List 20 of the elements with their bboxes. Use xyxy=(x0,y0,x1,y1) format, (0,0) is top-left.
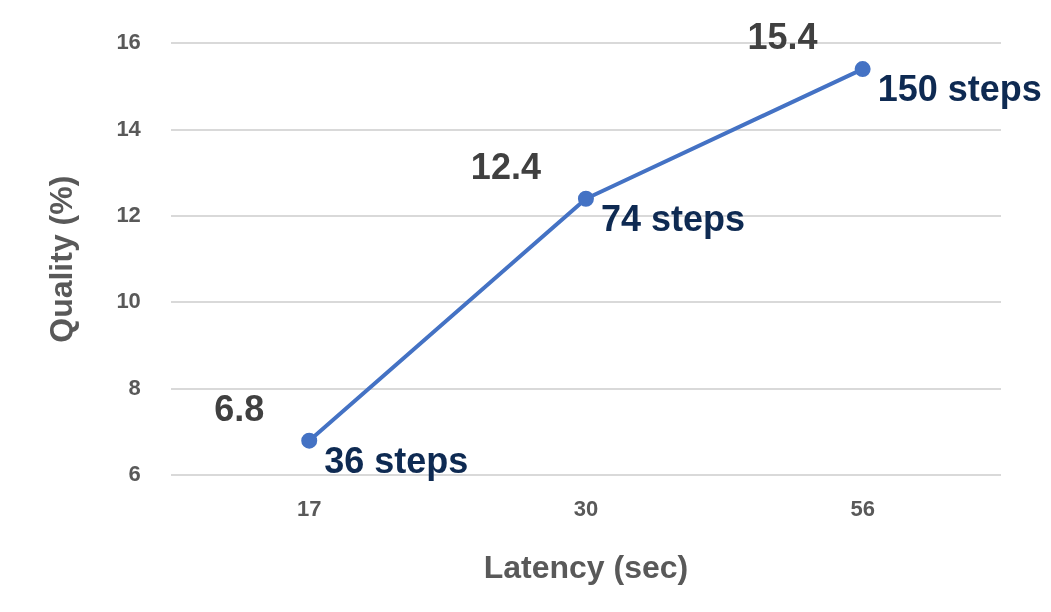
x-tick-label: 17 xyxy=(296,496,322,522)
annotation: 74 steps xyxy=(600,197,746,239)
x-tick-label: 30 xyxy=(573,496,599,522)
point xyxy=(301,432,318,449)
annotation: 36 steps xyxy=(324,439,469,481)
data-label: 6.8 xyxy=(214,387,265,429)
data-label: 15.4 xyxy=(747,16,818,58)
point xyxy=(577,190,594,207)
y-tick-label: 8 xyxy=(128,374,141,400)
y-tick-label: 14 xyxy=(116,115,142,141)
y-axis-title: Quality (%) xyxy=(43,175,80,343)
x-axis-title: Latency (sec) xyxy=(483,548,689,585)
point xyxy=(854,61,871,78)
y-tick-label: 12 xyxy=(116,202,141,228)
x-tick-label: 56 xyxy=(850,496,875,522)
y-tick-label: 16 xyxy=(116,29,141,55)
annotation: 150 steps xyxy=(877,68,1042,110)
data-label: 12.4 xyxy=(470,145,541,187)
y-tick-label: 6 xyxy=(128,461,141,487)
y-tick-label: 10 xyxy=(116,288,141,314)
